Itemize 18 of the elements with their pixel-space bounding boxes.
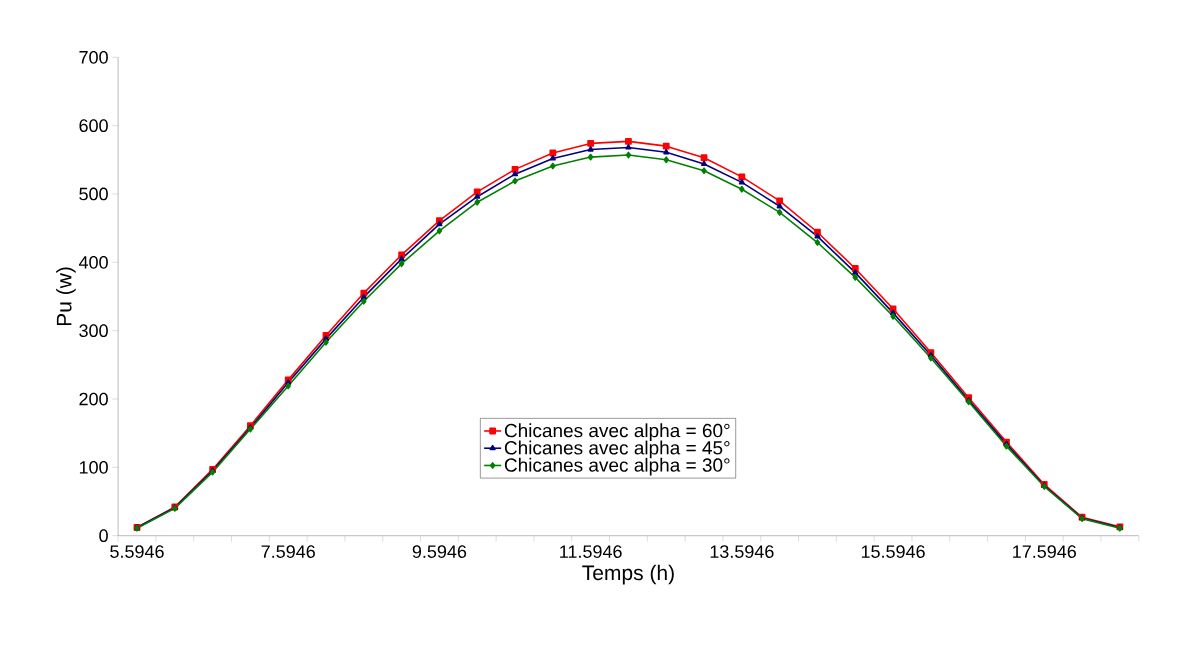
y-tick-label: 0 — [99, 529, 108, 543]
y-tick-label: 200 — [79, 392, 108, 406]
x-tick-label: 17.5946 — [1013, 545, 1076, 558]
y-tick-label: 100 — [79, 460, 108, 474]
x-tick-label: 11.5946 — [560, 545, 622, 558]
x-tick-label: 5.5946 — [110, 545, 164, 558]
x-tick-label: 13.5946 — [710, 545, 774, 558]
x-tick-label: 15.5946 — [861, 545, 925, 558]
y-tick-label: 700 — [79, 50, 108, 64]
x-tick-label: 7.5946 — [261, 545, 315, 558]
y-tick-label: 500 — [79, 187, 108, 201]
x-tick-label: 9.5946 — [412, 545, 467, 558]
y-tick-label: 300 — [79, 324, 108, 338]
y-tick-label: 400 — [78, 255, 108, 269]
y-axis-title: Pu (w) — [56, 267, 76, 326]
y-tick-label: 600 — [79, 119, 108, 133]
legend-label: Chicanes avec alpha = 30° — [504, 457, 730, 476]
x-axis-title: Temps (h) — [582, 564, 674, 585]
